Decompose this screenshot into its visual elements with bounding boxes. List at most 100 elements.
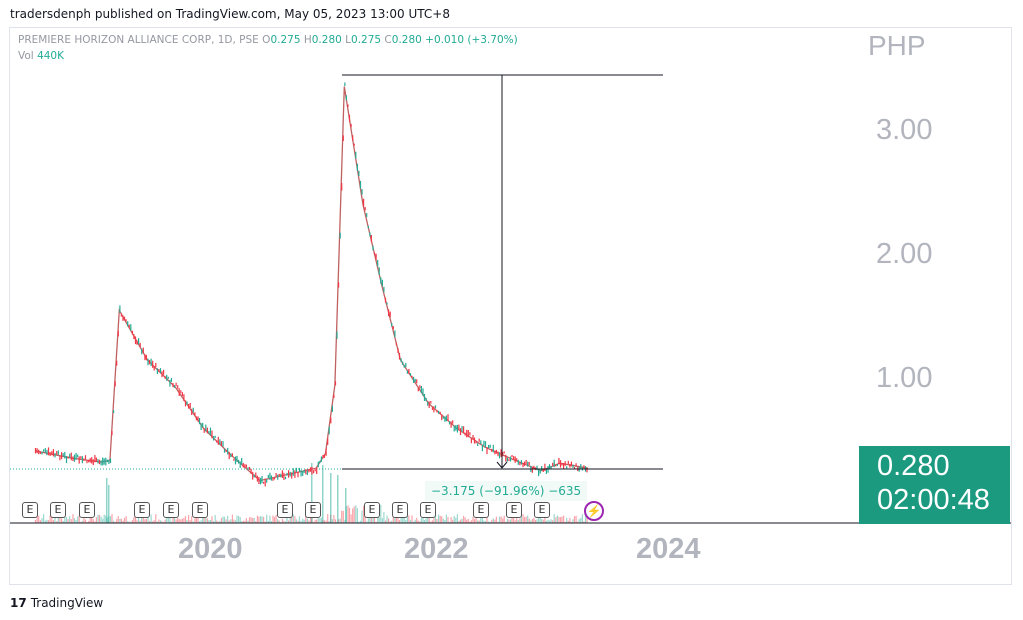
volume-bar: [302, 518, 304, 523]
price-candle: [441, 414, 443, 421]
price-candle: [211, 430, 213, 439]
price-candle: [433, 406, 435, 413]
volume-bar: [488, 521, 490, 523]
price-candle: [69, 453, 71, 459]
measure-arrow-icon: [496, 461, 508, 469]
price-candle: [527, 461, 529, 467]
earnings-marker[interactable]: E: [192, 502, 208, 518]
earnings-marker[interactable]: E: [534, 502, 550, 518]
price-candle: [164, 376, 166, 379]
brand-footer[interactable]: 17 TradingView: [10, 596, 103, 610]
earnings-marker[interactable]: E: [364, 502, 380, 518]
price-candle: [80, 456, 82, 459]
volume-bar: [144, 519, 146, 523]
price-candle: [313, 470, 315, 474]
volume-bar: [158, 519, 160, 523]
volume-bar: [361, 510, 363, 523]
volume-bar: [581, 514, 583, 523]
price-candle: [191, 408, 193, 415]
earnings-marker[interactable]: E: [420, 502, 436, 518]
earnings-marker[interactable]: E: [50, 502, 66, 518]
price-candle: [458, 424, 460, 431]
volume-bar: [438, 514, 440, 523]
volume-bar: [422, 515, 424, 523]
chart-frame[interactable]: [9, 27, 1012, 585]
volume-bar: [511, 517, 513, 523]
volume-bar: [395, 514, 397, 523]
volume-bar: [363, 505, 365, 523]
volume-bar: [481, 516, 483, 523]
earnings-marker[interactable]: E: [22, 502, 38, 518]
volume-bar: [316, 519, 318, 523]
price-candle: [452, 420, 454, 424]
volume-bar: [150, 514, 152, 523]
price-candle: [125, 319, 127, 322]
volume-bar: [186, 520, 188, 523]
volume-bar: [263, 516, 265, 523]
volume-bar: [566, 517, 568, 523]
volume-bar: [306, 518, 308, 523]
volume-bar: [239, 517, 241, 523]
earnings-marker[interactable]: E: [134, 502, 150, 518]
price-candle: [484, 441, 487, 448]
price-candle: [398, 353, 401, 360]
volume-bar: [508, 519, 510, 523]
volume-bar: [319, 518, 321, 523]
price-candle: [383, 286, 385, 293]
volume-bar: [258, 516, 260, 523]
price-candle: [49, 452, 51, 456]
volume-bar: [250, 517, 252, 523]
volume-bar: [256, 515, 258, 523]
price-candle: [67, 456, 69, 459]
volume-bar: [180, 519, 182, 523]
price-candle: [367, 226, 369, 229]
price-candle: [392, 326, 394, 330]
volume-bar: [89, 515, 91, 523]
price-candle: [364, 207, 366, 211]
earnings-marker[interactable]: E: [392, 502, 408, 518]
price-candle: [544, 463, 546, 471]
price-candle: [394, 330, 396, 338]
volume-bar: [198, 521, 201, 523]
earnings-marker[interactable]: E: [305, 502, 321, 518]
earnings-marker[interactable]: E: [506, 502, 522, 518]
volume-bar: [244, 520, 246, 523]
price-candle: [580, 464, 582, 470]
price-candles: [34, 82, 588, 487]
price-candle: [388, 309, 390, 317]
volume-bar: [434, 514, 437, 523]
close-value: 0.280: [391, 34, 422, 46]
price-candle: [253, 474, 255, 478]
price-candle: [127, 321, 129, 327]
earnings-marker[interactable]: E: [163, 502, 179, 518]
earnings-marker[interactable]: E: [79, 502, 95, 518]
price-candle: [434, 405, 437, 409]
volume-bar: [509, 519, 512, 523]
price-candle: [455, 425, 457, 431]
price-candle: [219, 439, 221, 445]
price-candle: [169, 380, 171, 387]
price-candle: [217, 436, 219, 445]
price-candle: [292, 468, 294, 476]
earnings-marker[interactable]: E: [277, 502, 293, 518]
dividend-lightning-icon[interactable]: ⚡: [584, 501, 604, 521]
price-candle: [413, 376, 415, 383]
price-candle: [570, 461, 572, 467]
volume-bar: [470, 520, 472, 523]
volume-bar: [498, 516, 501, 523]
volume-bar: [559, 517, 562, 523]
price-candle: [405, 362, 407, 368]
price-candle: [509, 456, 512, 462]
price-candle: [159, 368, 162, 374]
earnings-marker[interactable]: E: [473, 502, 489, 518]
volume-key: Vol: [18, 50, 34, 62]
volume-bar: [486, 515, 488, 523]
volume-bar: [398, 520, 401, 523]
volume-bar: [172, 514, 174, 523]
price-candle: [459, 428, 462, 436]
volume-bar: [295, 519, 297, 523]
volume-bar: [133, 517, 135, 523]
volume-bar: [402, 516, 404, 523]
volume-bar: [80, 521, 82, 523]
